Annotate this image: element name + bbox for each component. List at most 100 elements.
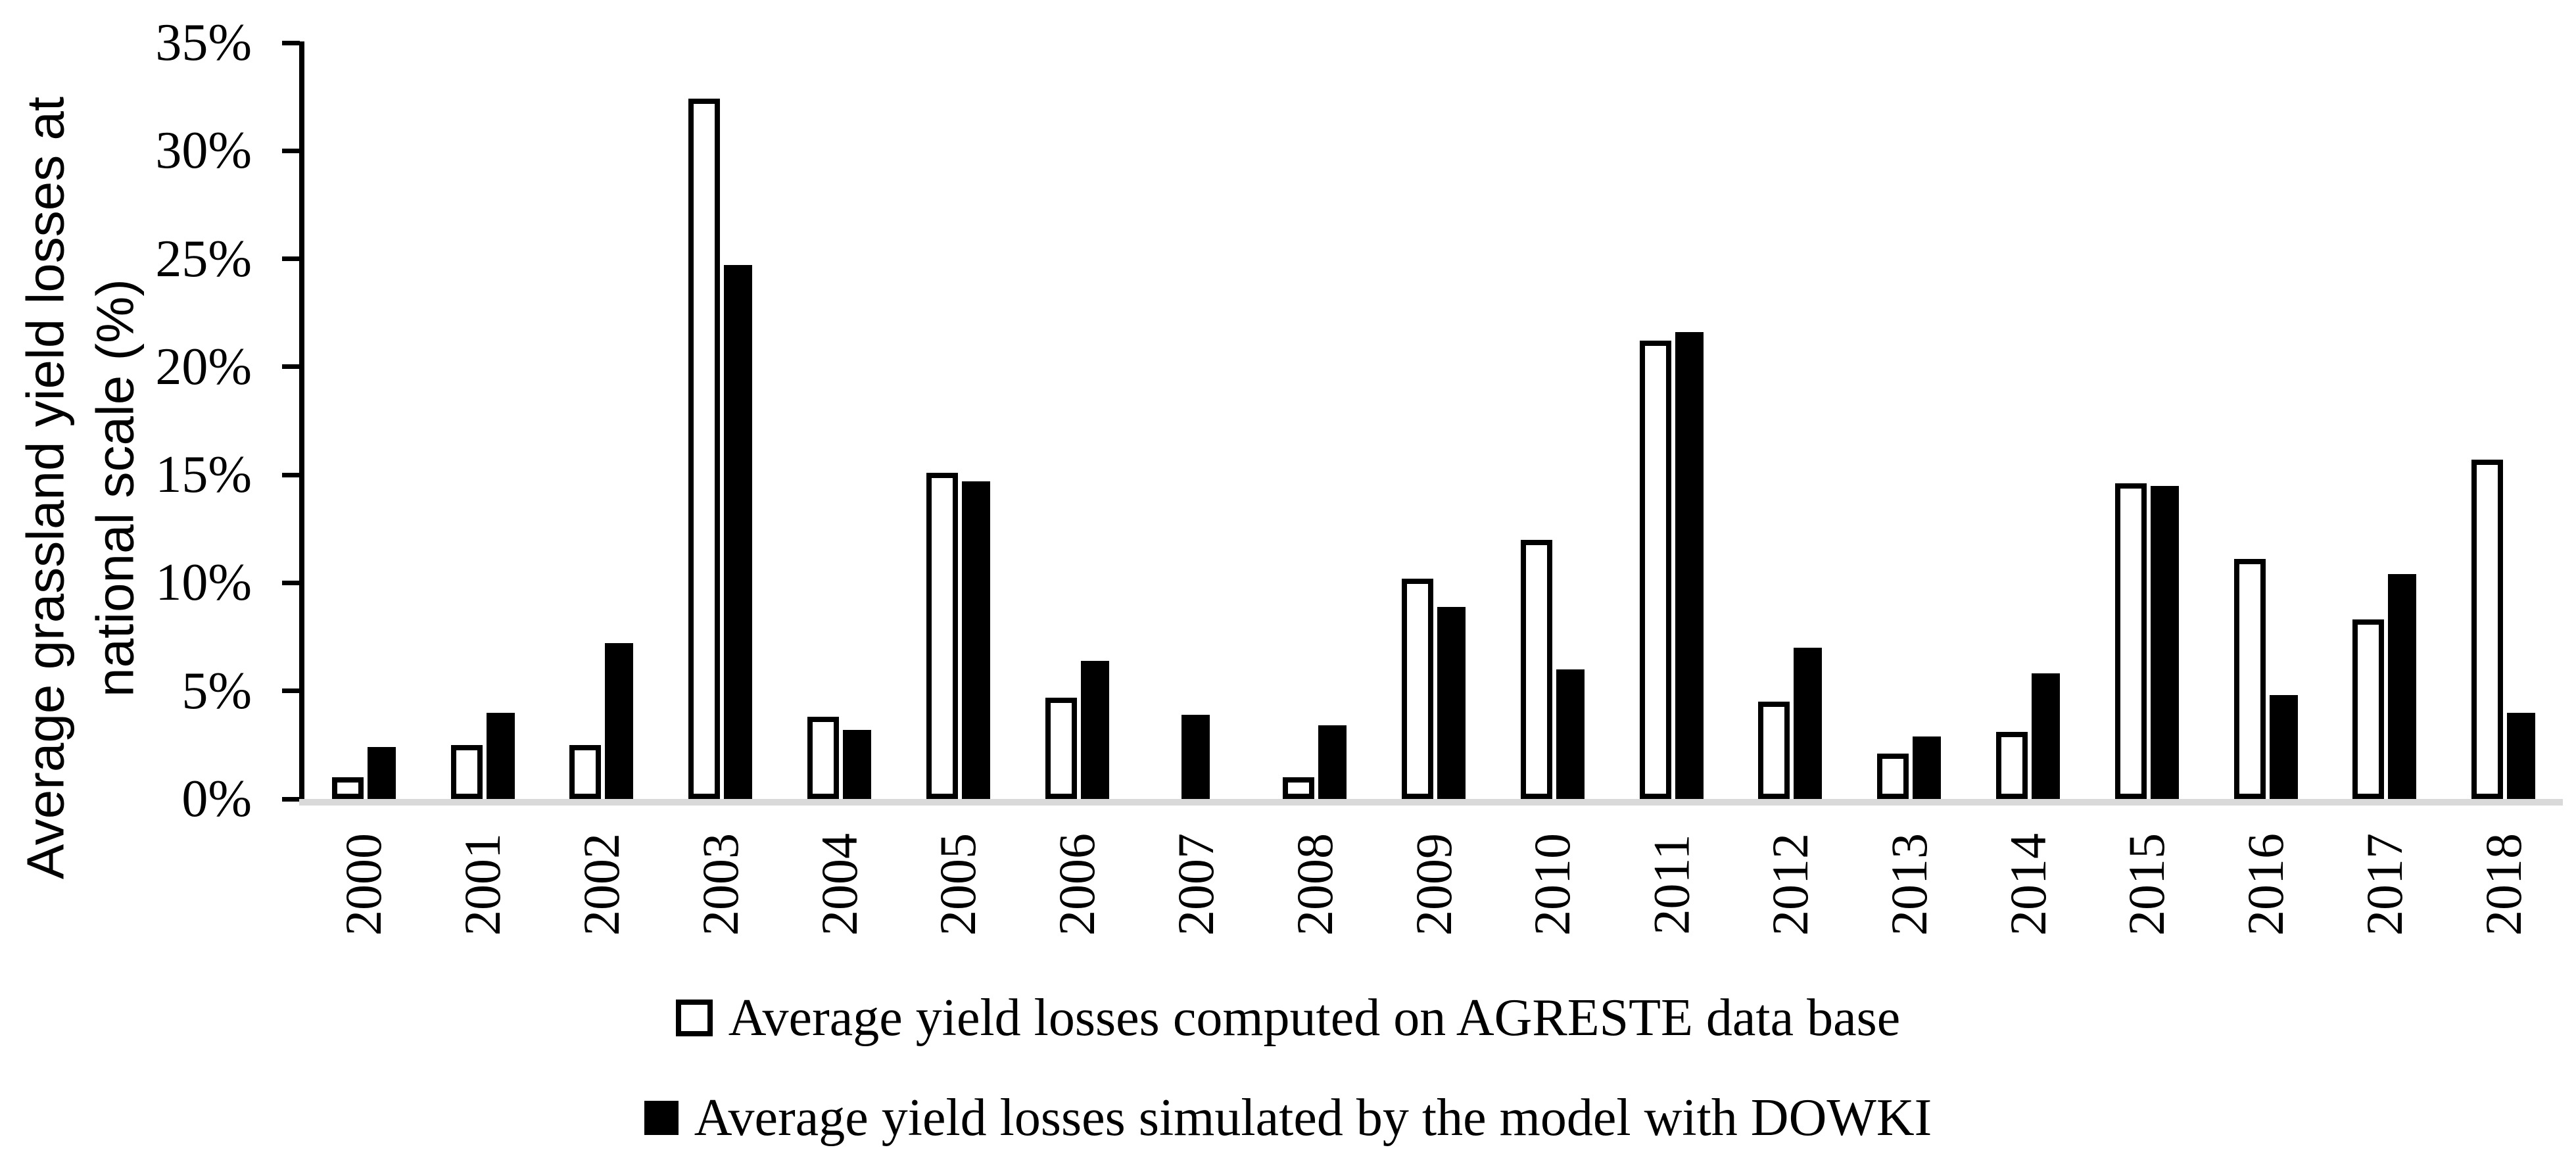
bar-agreste-2014 <box>1996 732 2028 799</box>
x-label-cell-2008: 2008 <box>1255 817 1374 952</box>
bar-dowki-2007 <box>1181 714 1210 799</box>
bar-dowki-2002 <box>605 643 634 799</box>
bar-dowki-2018 <box>2507 712 2536 799</box>
x-label-cell-2014: 2014 <box>1968 817 2087 952</box>
x-tick-label-2016: 2016 <box>2237 833 2295 936</box>
bar-dowki-2011 <box>1675 332 1704 799</box>
bar-group-2006 <box>1018 43 1137 799</box>
bar-group-2009 <box>1374 43 1493 799</box>
bar-agreste-2008 <box>1283 777 1315 799</box>
legend-item-agreste: Average yield losses computed on AGRESTE… <box>0 985 2576 1051</box>
bar-group-2000 <box>304 43 423 799</box>
bar-agreste-2016 <box>2233 559 2266 799</box>
x-label-cell-2004: 2004 <box>780 817 899 952</box>
x-tick-label-2002: 2002 <box>572 833 630 936</box>
y-tick-mark-25% <box>282 256 300 262</box>
x-label-cell-2017: 2017 <box>2326 817 2445 952</box>
y-tick-mark-20% <box>282 364 300 370</box>
x-label-cell-2002: 2002 <box>542 817 661 952</box>
bar-dowki-2006 <box>1080 660 1109 799</box>
bar-group-2010 <box>1493 43 1612 799</box>
bar-dowki-2008 <box>1318 725 1347 799</box>
y-tick-label-30%: 30% <box>155 122 252 180</box>
x-tick-label-2013: 2013 <box>1880 833 1938 936</box>
y-tick-mark-30% <box>282 148 300 153</box>
bar-group-2005 <box>899 43 1018 799</box>
bar-agreste-2017 <box>2352 619 2385 799</box>
bar-agreste-2003 <box>688 99 721 799</box>
x-axis-labels: 2000 2001 2002 2003 2004 2005 2006 2007 2008 2009… <box>304 817 2563 952</box>
bar-dowki-2001 <box>486 712 515 799</box>
white-square-legend-marker-icon <box>675 1000 713 1036</box>
bar-dowki-2015 <box>2150 485 2179 799</box>
y-axis-line <box>299 41 304 806</box>
y-tick-label-10%: 10% <box>155 554 252 612</box>
y-tick-label-35%: 35% <box>155 14 252 72</box>
y-tick-mark-35% <box>282 40 300 45</box>
y-tick-mark-0% <box>282 796 300 802</box>
bar-agreste-2002 <box>569 744 602 799</box>
x-tick-label-2011: 2011 <box>1642 834 1700 935</box>
y-tick-mark-5% <box>282 688 300 694</box>
bar-dowki-2013 <box>1913 736 1942 799</box>
x-label-cell-2001: 2001 <box>423 817 542 952</box>
bar-agreste-2011 <box>1639 341 1671 799</box>
x-tick-label-2018: 2018 <box>2474 833 2532 936</box>
x-tick-label-2015: 2015 <box>2118 833 2176 936</box>
x-tick-label-2009: 2009 <box>1404 833 1462 936</box>
x-tick-label-2014: 2014 <box>1999 833 2057 936</box>
y-tick-mark-10% <box>282 580 300 585</box>
bar-group-2012 <box>1731 43 1850 799</box>
x-label-cell-2005: 2005 <box>899 817 1018 952</box>
bar-group-2018 <box>2444 43 2563 799</box>
legend-label-agreste: Average yield losses computed on AGRESTE… <box>728 988 1901 1047</box>
bar-agreste-2015 <box>2114 483 2147 799</box>
bar-dowki-2000 <box>367 747 396 799</box>
x-tick-label-2006: 2006 <box>1048 833 1106 936</box>
bar-group-2002 <box>542 43 661 799</box>
bar-group-2007 <box>1137 43 1256 799</box>
bar-dowki-2010 <box>1556 669 1585 799</box>
x-label-cell-2012: 2012 <box>1731 817 1850 952</box>
bar-agreste-2018 <box>2471 460 2504 799</box>
legend-item-dowki: Average yield losses simulated by the mo… <box>0 1085 2576 1151</box>
x-tick-label-2017: 2017 <box>2355 833 2413 936</box>
plot-area <box>304 43 2563 799</box>
bar-agreste-2005 <box>926 472 958 799</box>
x-tick-label-2001: 2001 <box>454 833 512 936</box>
y-tick-label-5%: 5% <box>181 662 252 720</box>
bar-group-2004 <box>780 43 899 799</box>
x-label-cell-2011: 2011 <box>1612 817 1731 952</box>
x-tick-label-2012: 2012 <box>1761 833 1819 936</box>
bar-group-2016 <box>2206 43 2326 799</box>
y-tick-label-25%: 25% <box>155 229 252 288</box>
x-label-cell-2006: 2006 <box>1018 817 1137 952</box>
bar-dowki-2003 <box>724 265 753 799</box>
bar-dowki-2016 <box>2269 695 2298 799</box>
y-tick-mark-15% <box>282 472 300 477</box>
bar-dowki-2017 <box>2388 574 2417 799</box>
y-tick-label-20%: 20% <box>155 337 252 396</box>
legend-label-dowki: Average yield losses simulated by the mo… <box>694 1088 1932 1147</box>
x-tick-label-2003: 2003 <box>691 833 749 936</box>
x-label-cell-2000: 2000 <box>304 817 423 952</box>
bar-group-2001 <box>423 43 542 799</box>
x-label-cell-2007: 2007 <box>1137 817 1256 952</box>
bar-group-2013 <box>1849 43 1968 799</box>
x-label-cell-2016: 2016 <box>2206 817 2326 952</box>
x-tick-label-2005: 2005 <box>929 833 987 936</box>
bar-agreste-2001 <box>450 744 483 799</box>
x-label-cell-2009: 2009 <box>1374 817 1493 952</box>
bar-dowki-2014 <box>2032 673 2061 799</box>
x-tick-label-2007: 2007 <box>1166 833 1224 936</box>
bar-agreste-2004 <box>807 717 840 799</box>
y-tick-label-0%: 0% <box>181 770 252 828</box>
bar-group-2017 <box>2326 43 2445 799</box>
bar-agreste-2000 <box>331 777 364 799</box>
bar-agreste-2012 <box>1758 702 1790 799</box>
x-axis-baseline <box>299 799 2563 806</box>
bar-agreste-2013 <box>1877 754 1909 799</box>
x-label-cell-2003: 2003 <box>661 817 780 952</box>
bar-group-2003 <box>661 43 780 799</box>
x-tick-label-2004: 2004 <box>810 833 868 936</box>
